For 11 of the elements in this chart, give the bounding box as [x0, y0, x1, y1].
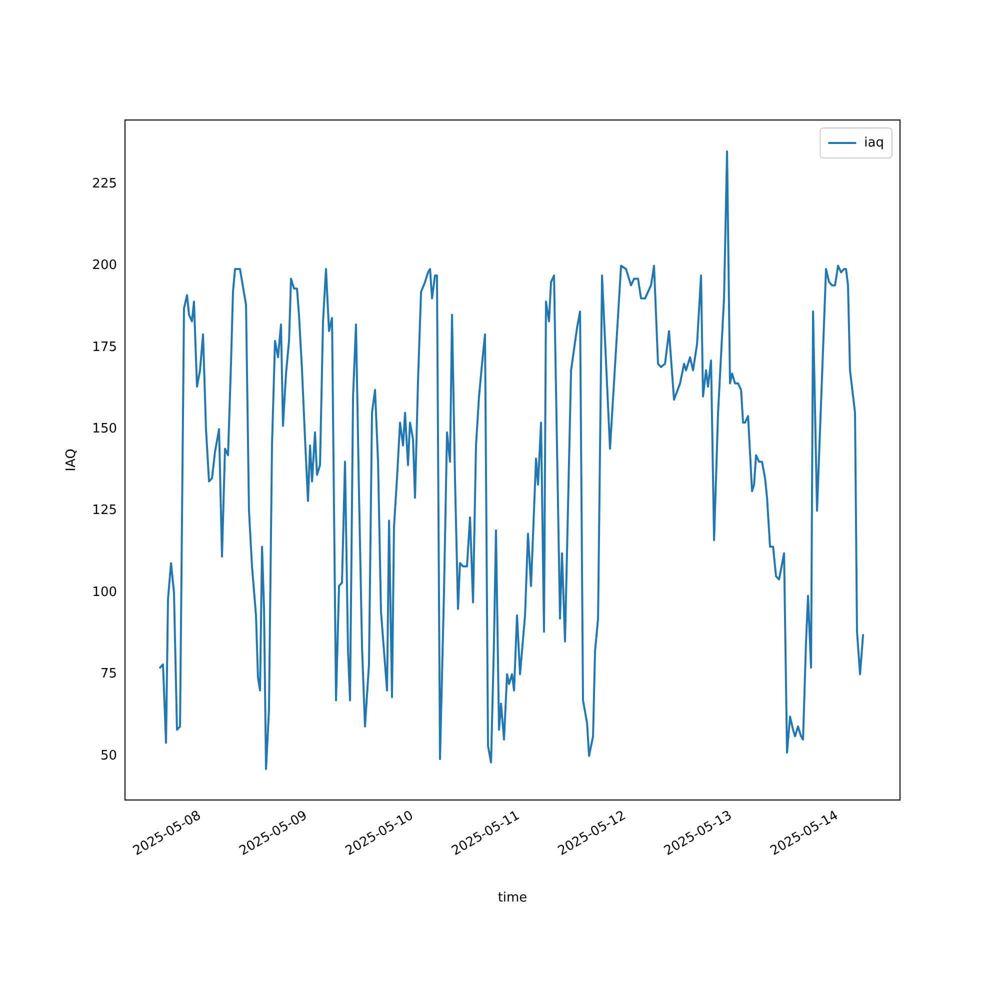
y-tick-label: 50: [100, 748, 117, 764]
y-tick-label: 75: [100, 666, 117, 682]
y-axis-title: IAQ: [64, 448, 80, 472]
y-tick-label: 150: [92, 421, 117, 436]
y-tick-label: 125: [92, 503, 117, 518]
y-tick-label: 175: [92, 340, 117, 355]
y-tick-label: 225: [92, 176, 117, 192]
legend-label: iaq: [864, 135, 884, 150]
y-tick-label: 200: [92, 258, 117, 274]
y-tick-label: 100: [92, 584, 117, 600]
x-axis-title: time: [498, 890, 528, 906]
